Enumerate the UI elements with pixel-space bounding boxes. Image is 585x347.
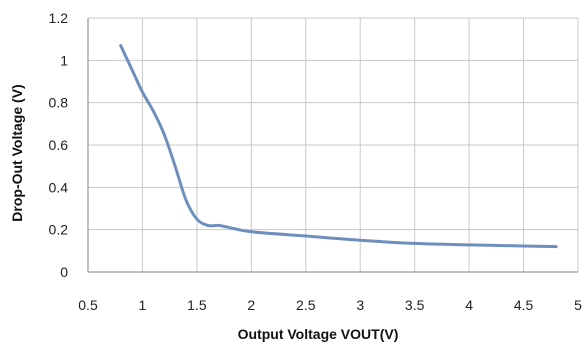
x-tick-label: 3 [356,297,364,313]
x-tick-label: 0.5 [78,297,98,313]
y-tick-label: 1 [60,52,68,68]
x-tick-label: 4 [465,297,473,313]
y-tick-label: 0.4 [49,179,69,195]
y-tick-label: 1.2 [49,10,69,26]
y-tick-label: 0.6 [49,137,69,153]
dropout-voltage-line [119,44,558,249]
y-tick-label: 0 [60,264,68,280]
axes [87,18,578,273]
x-axis-title: Output Voltage VOUT(V) [238,326,399,342]
x-tick-label: 1 [139,297,147,313]
x-tick-label: 2 [247,297,255,313]
x-tick-label: 4.5 [514,297,534,313]
y-tick-label: 0.2 [49,222,69,238]
x-tick-label: 3.5 [405,297,425,313]
y-tick-label: 0.8 [49,95,69,111]
y-axis-title: Drop-Out Voltage (V) [9,84,25,221]
grid [87,17,579,273]
series-layer [119,44,558,249]
x-tick-label: 2.5 [296,297,316,313]
tick-labels: 0.5 1 1.5 2 2.5 3 3.5 4 4.5 5 0 0.2 0.4 0.6 0.8 1 1.2 [49,10,583,313]
x-tick-label: 5 [574,297,582,313]
x-tick-label: 1.5 [187,297,207,313]
